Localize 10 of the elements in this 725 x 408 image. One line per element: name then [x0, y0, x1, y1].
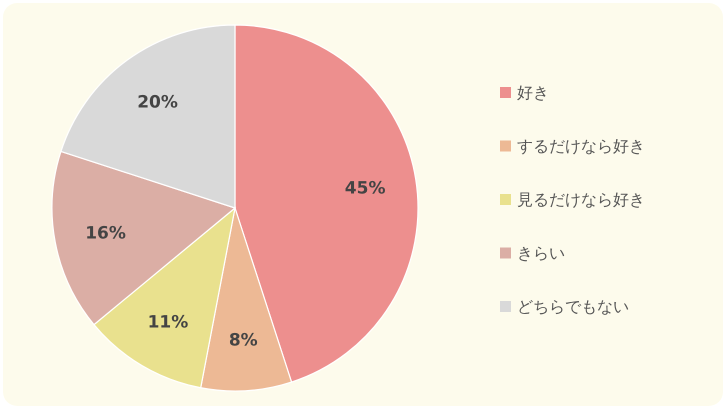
data-label: 11%	[148, 312, 188, 332]
legend-label: きらい	[517, 244, 565, 262]
data-label: 45%	[344, 178, 386, 198]
data-label: 20%	[137, 92, 178, 112]
legend-label: 好き	[517, 83, 549, 102]
data-label: 8%	[228, 330, 258, 350]
legend-label: 見るだけなら好き	[517, 190, 645, 209]
data-label: 16%	[85, 224, 126, 244]
legend-label: するだけなら好き	[517, 136, 645, 156]
legend-label: どちらでもない	[517, 297, 629, 316]
